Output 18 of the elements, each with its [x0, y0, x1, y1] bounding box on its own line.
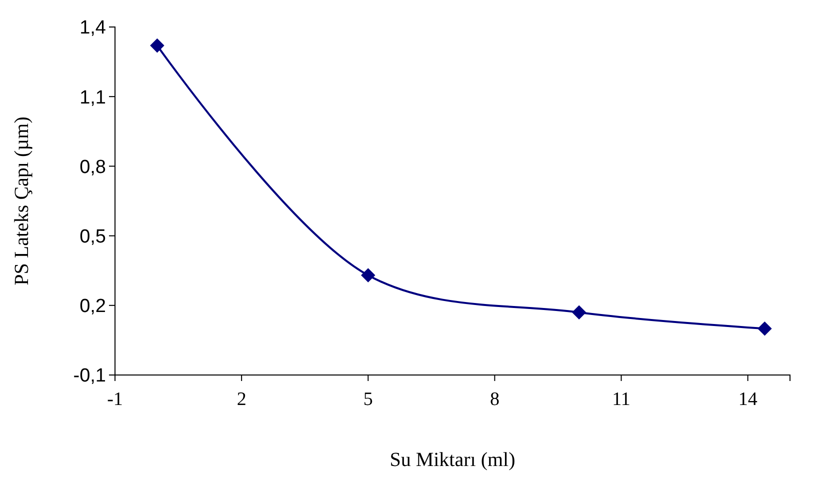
y-tick-label: 0,5 [80, 226, 106, 248]
y-tick-label: 1,1 [80, 87, 106, 108]
point [150, 38, 164, 53]
point [758, 321, 772, 336]
x-tick-label: -1 [107, 388, 123, 410]
y-tick-label: 0,8 [80, 156, 106, 178]
y-tick-label: 0,2 [80, 296, 106, 318]
point [572, 305, 586, 320]
x-tick-label: 8 [490, 388, 500, 410]
x-tick-label: 5 [363, 388, 373, 410]
x-axis-title: Su Miktarı (ml) [390, 449, 516, 471]
y-tick-label: -0,1 [73, 366, 106, 387]
y-tick-label: 1,4 [80, 18, 106, 39]
x-tick-label: 14 [738, 388, 758, 410]
x-tick-label: 2 [236, 388, 246, 410]
y-axis-title: PS Lateks Çapı (µm) [11, 116, 33, 286]
point [360, 268, 376, 282]
x-tick-label: 11 [612, 388, 630, 410]
